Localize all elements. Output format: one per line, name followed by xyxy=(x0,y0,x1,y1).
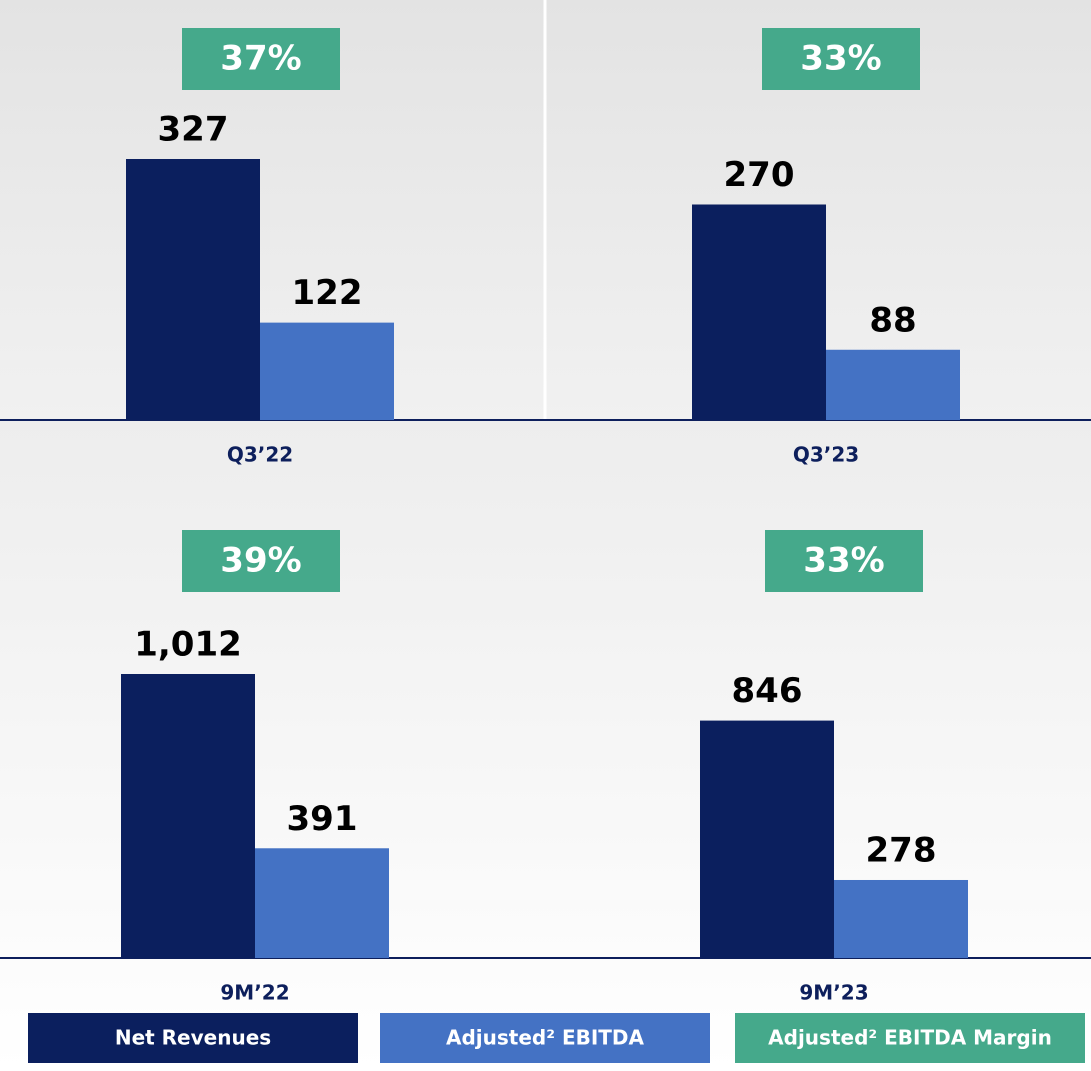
bar xyxy=(700,720,834,958)
bar xyxy=(692,204,826,420)
data-label: 391 xyxy=(287,799,358,839)
bar xyxy=(834,879,968,958)
category-label: Q3’22 xyxy=(227,443,293,467)
margin-box xyxy=(182,530,340,592)
margin-box xyxy=(762,28,920,90)
margin-label: 33% xyxy=(800,39,881,79)
category-label: 9M’23 xyxy=(799,981,868,1005)
bar xyxy=(126,159,260,420)
legend-swatch xyxy=(735,1013,1085,1063)
bar xyxy=(121,674,255,958)
margin-label: 37% xyxy=(220,39,301,79)
bar xyxy=(255,848,389,958)
margin-box xyxy=(182,28,340,90)
data-label: 278 xyxy=(866,830,937,870)
bar xyxy=(260,322,394,420)
category-label: 9M’22 xyxy=(220,981,289,1005)
data-label: 270 xyxy=(724,155,795,195)
legend-label: Net Revenues xyxy=(115,1026,271,1050)
margin-label: 33% xyxy=(803,541,884,581)
data-label: 122 xyxy=(292,273,363,313)
legend-swatch xyxy=(28,1013,358,1063)
margin-label: 39% xyxy=(220,541,301,581)
legend-swatch xyxy=(380,1013,710,1063)
category-label: Q3’23 xyxy=(793,443,859,467)
data-label: 846 xyxy=(732,671,803,711)
data-label: 1,012 xyxy=(134,625,242,665)
legend-label: Adjusted² EBITDA Margin xyxy=(768,1026,1052,1050)
margin-box xyxy=(765,530,923,592)
bar xyxy=(826,349,960,420)
data-label: 327 xyxy=(158,110,229,150)
legend-label: Adjusted² EBITDA xyxy=(446,1026,645,1050)
data-label: 88 xyxy=(869,300,916,340)
